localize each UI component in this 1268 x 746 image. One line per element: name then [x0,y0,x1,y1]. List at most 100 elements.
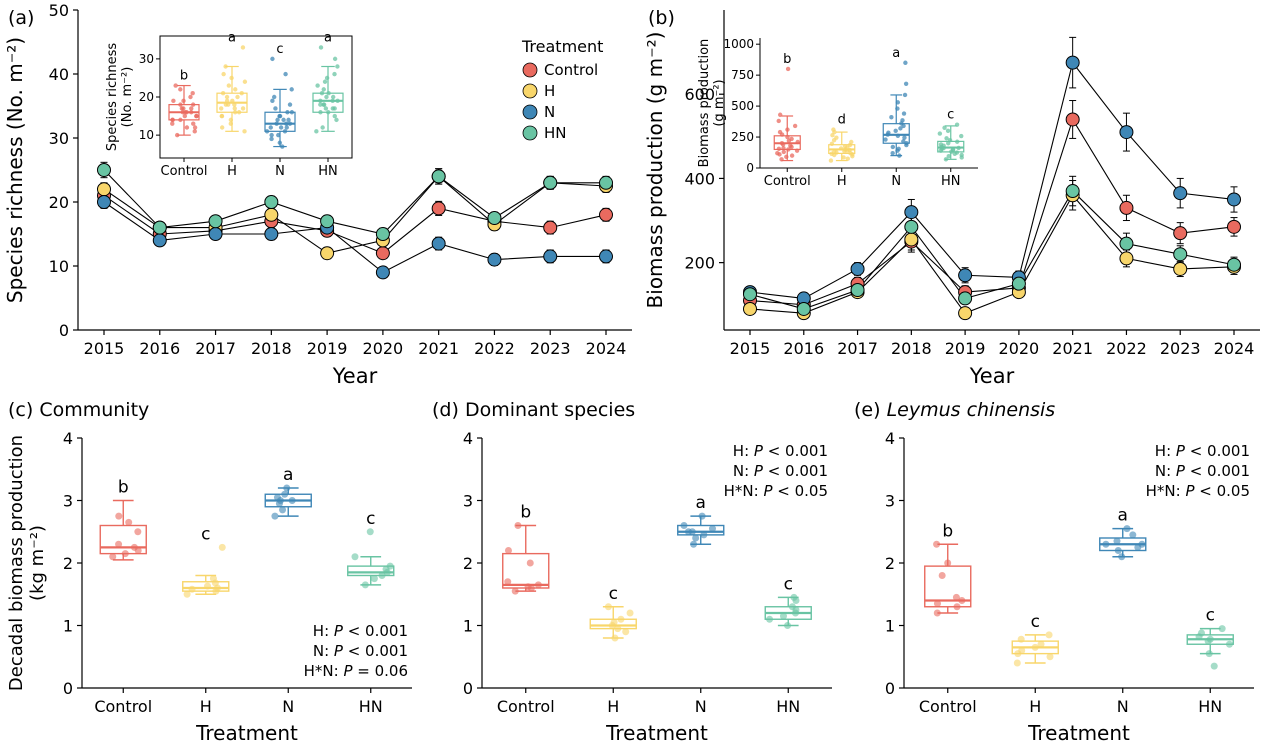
svg-text:2024: 2024 [1214,339,1255,358]
svg-text:H: H [544,82,555,100]
svg-text:Treatment: Treatment [521,37,603,56]
svg-text:H*N: P < 0.05: H*N: P < 0.05 [1146,482,1250,500]
svg-text:H*N: P = 0.06: H*N: P = 0.06 [304,662,408,680]
svg-text:2: 2 [463,554,473,573]
svg-text:Control: Control [161,164,208,179]
svg-text:b: b [180,69,188,84]
svg-text:0: 0 [463,679,473,698]
svg-text:HN: HN [941,174,961,189]
svg-text:c: c [276,42,283,57]
svg-text:30: 30 [139,52,154,66]
plot-area: 0 10 20 30 40 50 2015 2016 2017 2018 2019 2020 2021 2… [3,1,632,388]
svg-text:30: 30 [49,129,69,148]
svg-text:d: d [838,113,846,128]
svg-text:1000: 1000 [723,37,754,51]
svg-text:400: 400 [684,169,715,188]
svg-text:(a): (a) [8,7,34,29]
svg-text:2019: 2019 [945,339,986,358]
svg-text:2: 2 [885,554,895,573]
svg-text:(g m⁻²): (g m⁻²) [712,79,727,126]
svg-text:HN: HN [318,164,338,179]
svg-text:(No. m⁻²): (No. m⁻²) [120,67,135,128]
svg-text:Control: Control [497,697,555,716]
svg-text:HN: HN [359,697,383,716]
svg-text:4: 4 [63,429,73,448]
svg-text:1: 1 [463,617,473,636]
svg-text:Year: Year [332,364,378,388]
svg-text:Species richness: Species richness [105,43,120,152]
svg-text:H: H [227,164,237,179]
svg-text:0: 0 [59,321,69,340]
svg-text:600: 600 [684,85,715,104]
svg-text:H: H [200,697,212,716]
svg-text:4: 4 [463,429,473,448]
svg-text:Control: Control [94,697,152,716]
svg-text:b: b [783,52,791,67]
svg-text:20: 20 [49,193,69,212]
svg-text:(c) Community: (c) Community [8,399,149,421]
svg-text:4: 4 [885,429,895,448]
svg-text:2022: 2022 [1106,339,1147,358]
svg-text:b: b [520,503,531,523]
svg-text:H: H [1029,697,1041,716]
svg-text:H: H [837,174,847,189]
svg-text:Control: Control [919,697,977,716]
svg-text:N: N [891,174,901,189]
svg-text:H: P < 0.001: H: P < 0.001 [1155,442,1250,460]
svg-text:Year: Year [969,364,1015,388]
svg-text:2021: 2021 [1052,339,1093,358]
svg-text:2017: 2017 [195,339,236,358]
svg-text:Decadal biomass production: Decadal biomass production [6,435,27,691]
svg-text:Treatment: Treatment [605,721,708,745]
svg-text:20: 20 [139,90,154,104]
svg-text:750: 750 [731,68,754,82]
svg-text:HN: HN [1198,697,1222,716]
legend: Treatment Control HN HN [521,37,603,142]
svg-text:N: N [1117,697,1129,716]
svg-text:2020: 2020 [999,339,1040,358]
svg-text:c: c [609,584,618,604]
svg-text:2016: 2016 [139,339,180,358]
svg-text:H: H [607,697,619,716]
svg-text:Control: Control [764,174,811,189]
svg-text:2023: 2023 [530,339,571,358]
svg-text:HN: HN [776,697,800,716]
top-row: 0 10 20 30 40 50 2015 2016 2017 2018 2019 2020 2021 2… [3,1,1260,388]
svg-text:200: 200 [684,254,715,273]
svg-text:c: c [784,574,793,594]
svg-text:500: 500 [731,99,754,113]
svg-text:a: a [892,46,900,61]
svg-text:N: N [282,697,294,716]
svg-text:(kg m⁻²): (kg m⁻²) [27,525,48,601]
svg-text:b: b [118,478,129,498]
svg-text:2021: 2021 [418,339,459,358]
svg-text:H: P < 0.001: H: P < 0.001 [313,622,408,640]
svg-text:c: c [947,108,954,123]
svg-text:2023: 2023 [1160,339,1201,358]
svg-text:2024: 2024 [586,339,627,358]
svg-text:10: 10 [139,128,154,142]
svg-text:3: 3 [885,492,895,511]
svg-text:3: 3 [463,492,473,511]
svg-text:Biomass production: Biomass production [697,39,712,168]
svg-text:H*N: P < 0.05: H*N: P < 0.05 [724,482,828,500]
svg-text:c: c [366,509,375,529]
svg-text:2020: 2020 [363,339,404,358]
svg-text:b: b [942,521,953,541]
svg-text:2015: 2015 [84,339,125,358]
svg-text:a: a [1118,506,1128,526]
svg-text:Treatment: Treatment [1027,721,1130,745]
svg-text:Treatment: Treatment [195,721,298,745]
svg-text:c: c [1206,606,1215,626]
svg-text:2018: 2018 [251,339,292,358]
svg-text:N: N [695,697,707,716]
panel-b-biomass-production-chart: 200 400 600 2015 2016 2017 2018 2019 2020 2021 202… [643,7,1260,388]
